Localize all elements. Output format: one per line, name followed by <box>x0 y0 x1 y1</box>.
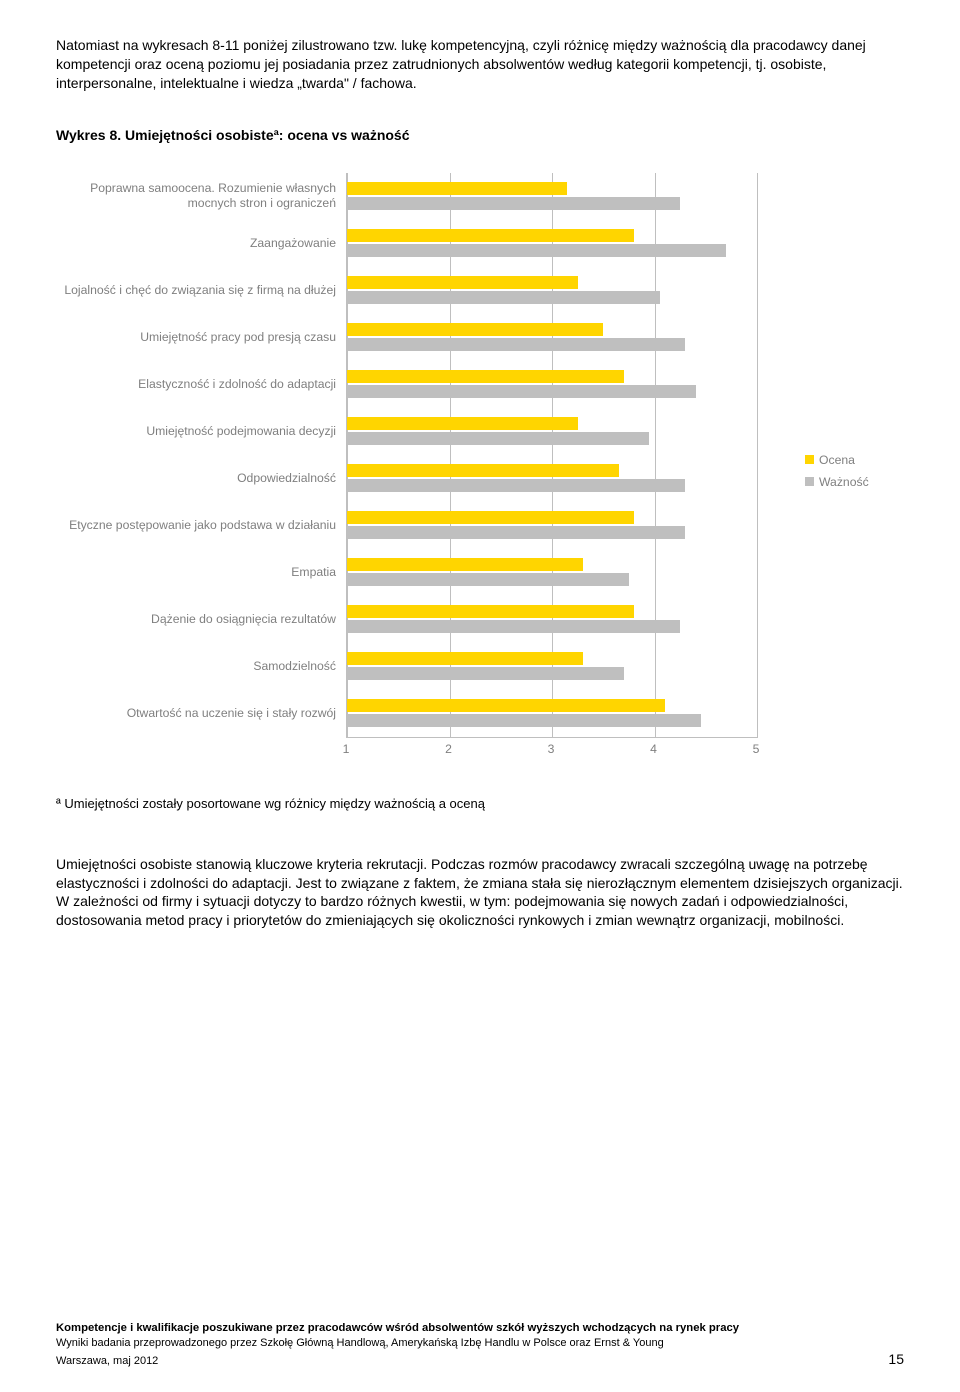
footer-date: Warszawa, maj 2012 <box>56 1354 158 1368</box>
x-axis-labels: 12345 <box>346 738 756 760</box>
chart-row-label: Poprawna samoocena. Rozumienie własnych … <box>56 173 346 220</box>
chart-row-label: Empatia <box>56 549 346 596</box>
bar-waznosc <box>347 479 685 492</box>
bar-ocena <box>347 699 665 712</box>
bar-ocena <box>347 276 578 289</box>
bar-ocena <box>347 370 624 383</box>
legend-swatch-ocena <box>805 455 814 464</box>
footer-subtitle: Wyniki badania przeprowadzonego przez Sz… <box>56 1336 904 1350</box>
chart-row-label: Etyczne postępowanie jako podstawa w dzi… <box>56 502 346 549</box>
bar-waznosc <box>347 620 680 633</box>
legend-item-waznosc: Ważność <box>805 475 869 489</box>
chart-row-label: Samodzielność <box>56 643 346 690</box>
bar-waznosc <box>347 197 680 210</box>
bar-ocena <box>347 511 634 524</box>
chart-legend: Ocena Ważność <box>805 453 869 497</box>
chart-row-label: Umiejętność podejmowania decyzji <box>56 408 346 455</box>
x-tick-label: 5 <box>753 742 760 756</box>
chart-row-label: Lojalność i chęć do związania się z firm… <box>56 267 346 314</box>
x-tick-label: 1 <box>343 742 350 756</box>
legend-label-ocena: Ocena <box>819 453 855 467</box>
x-tick-label: 3 <box>548 742 555 756</box>
bar-waznosc <box>347 714 701 727</box>
bar-ocena <box>347 182 567 195</box>
body-paragraph: Umiejętności osobiste stanowią kluczowe … <box>56 855 904 931</box>
page-footer: Kompetencje i kwalifikacje poszukiwane p… <box>56 1321 904 1368</box>
chart-row-label: Elastyczność i zdolność do adaptacji <box>56 361 346 408</box>
chart-row-label: Odpowiedzialność <box>56 455 346 502</box>
bar-chart: Poprawna samoocena. Rozumienie własnych … <box>56 173 757 738</box>
bar-ocena <box>347 558 583 571</box>
legend-swatch-waznosc <box>805 477 814 486</box>
bar-ocena <box>347 464 619 477</box>
chart-row-label: Dążenie do osiągnięcia rezultatów <box>56 596 346 643</box>
bar-ocena <box>347 417 578 430</box>
chart-row-label: Otwartość na uczenie się i stały rozwój <box>56 690 346 737</box>
bar-waznosc <box>347 291 660 304</box>
chart-row-label: Zaangażowanie <box>56 220 346 267</box>
legend-item-ocena: Ocena <box>805 453 869 467</box>
intro-paragraph: Natomiast na wykresach 8-11 poniżej zilu… <box>56 36 904 93</box>
bar-waznosc <box>347 338 685 351</box>
bar-waznosc <box>347 667 624 680</box>
chart-title: Wykres 8. Umiejętności osobisteª: ocena … <box>56 127 904 143</box>
chart-row-label: Umiejętność pracy pod presją czasu <box>56 314 346 361</box>
bar-waznosc <box>347 432 649 445</box>
bar-waznosc <box>347 526 685 539</box>
bar-ocena <box>347 652 583 665</box>
bar-waznosc <box>347 385 696 398</box>
bar-ocena <box>347 229 634 242</box>
x-tick-label: 2 <box>445 742 452 756</box>
bar-ocena <box>347 323 603 336</box>
bar-waznosc <box>347 573 629 586</box>
page-number: 15 <box>888 1350 904 1368</box>
intro-text: Natomiast na wykresach 8-11 poniżej zilu… <box>56 36 904 93</box>
bar-ocena <box>347 605 634 618</box>
chart-footnote: ª Umiejętności zostały posortowane wg ró… <box>56 796 904 811</box>
bar-waznosc <box>347 244 726 257</box>
x-tick-label: 4 <box>650 742 657 756</box>
footer-title: Kompetencje i kwalifikacje poszukiwane p… <box>56 1321 904 1336</box>
legend-label-waznosc: Ważność <box>819 475 869 489</box>
